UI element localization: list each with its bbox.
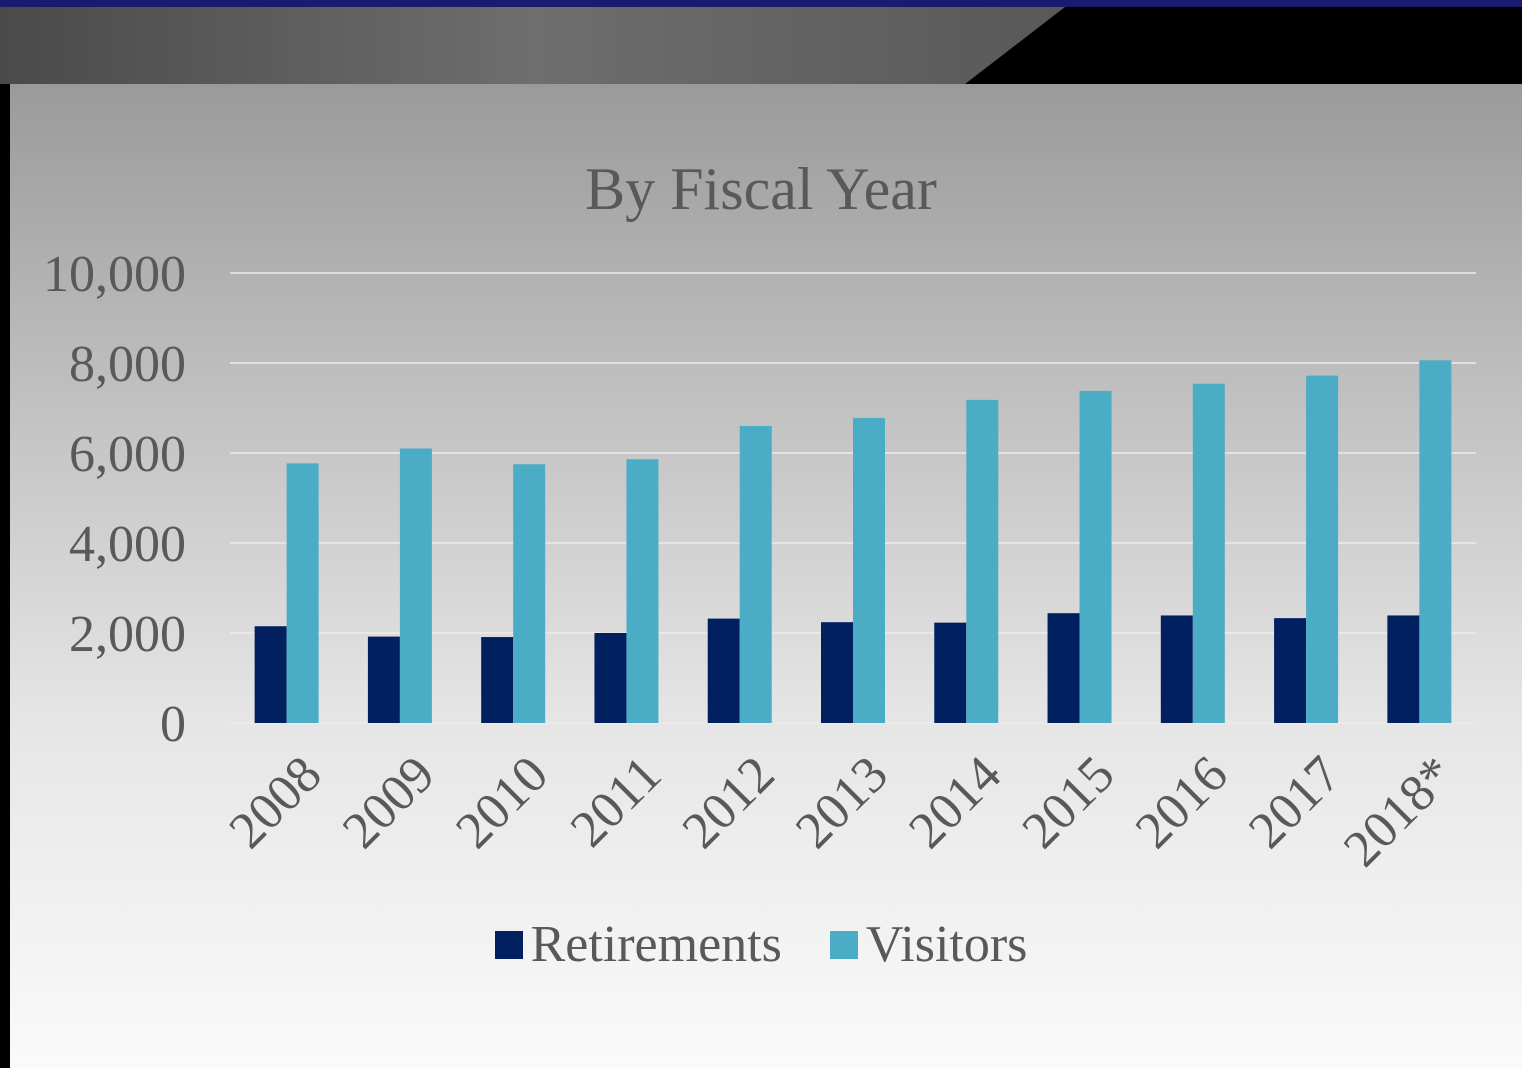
bar-retirements-2017 bbox=[1274, 618, 1307, 723]
bar-visitors-2018 bbox=[1419, 360, 1452, 723]
bar-visitors-2015 bbox=[1079, 390, 1112, 723]
y-tick-label: 2,000 bbox=[69, 606, 186, 663]
bar-retirements-2014 bbox=[934, 622, 967, 723]
x-tick-label: 2018* bbox=[1333, 746, 1465, 878]
y-tick-label: 4,000 bbox=[69, 516, 186, 573]
y-axis-ticks: 0 2,000 4,000 6,000 8,000 10,000 bbox=[43, 246, 186, 753]
bar-retirements-2008 bbox=[254, 626, 287, 723]
bars bbox=[254, 360, 1452, 723]
legend-item-retirements: Retirements bbox=[494, 915, 782, 974]
top-border bbox=[0, 0, 1522, 7]
bar-retirements-2012 bbox=[707, 618, 740, 723]
legend: Retirements Visitors bbox=[0, 915, 1522, 974]
y-tick-label: 0 bbox=[160, 696, 186, 753]
bar-visitors-2009 bbox=[399, 448, 432, 723]
bar-retirements-2010 bbox=[481, 637, 514, 723]
legend-label-visitors: Visitors bbox=[865, 916, 1028, 973]
x-tick-label: 2016 bbox=[1125, 746, 1239, 860]
x-axis-ticks: 2008 2009 2010 2011 2012 2013 2014 2015 2016 2017… bbox=[219, 746, 1466, 878]
bar-retirements-2015 bbox=[1047, 613, 1080, 723]
x-tick-label: 2015 bbox=[1012, 746, 1126, 860]
bar-visitors-2012 bbox=[739, 426, 772, 723]
legend-label-retirements: Retirements bbox=[530, 916, 782, 973]
legend-item-visitors: Visitors bbox=[829, 915, 1028, 974]
legend-swatch-retirements bbox=[494, 930, 523, 959]
chart-title: By Fiscal Year bbox=[585, 156, 937, 222]
bar-retirements-2013 bbox=[821, 622, 853, 723]
x-tick-label: 2017 bbox=[1238, 746, 1352, 860]
bar-visitors-2010 bbox=[513, 464, 546, 723]
bar-visitors-2017 bbox=[1306, 375, 1339, 723]
x-tick-label: 2011 bbox=[560, 746, 672, 858]
bar-visitors-2008 bbox=[286, 463, 319, 723]
x-tick-label: 2013 bbox=[785, 746, 899, 860]
x-tick-label: 2010 bbox=[445, 746, 559, 860]
bar-retirements-2018 bbox=[1387, 615, 1420, 723]
bar-visitors-2016 bbox=[1192, 383, 1225, 723]
y-tick-label: 6,000 bbox=[69, 426, 186, 483]
y-tick-label: 8,000 bbox=[69, 336, 186, 393]
x-tick-label: 2009 bbox=[332, 746, 446, 860]
y-tick-label: 10,000 bbox=[43, 246, 186, 303]
x-tick-label: 2012 bbox=[672, 746, 786, 860]
legend-swatch-visitors bbox=[829, 930, 858, 959]
bar-retirements-2011 bbox=[594, 633, 627, 723]
x-tick-label: 2008 bbox=[219, 746, 333, 860]
grey-band-shape bbox=[0, 7, 1065, 84]
bar-retirements-2009 bbox=[367, 636, 400, 723]
bar-visitors-2013 bbox=[853, 417, 885, 723]
x-tick-label: 2014 bbox=[898, 746, 1012, 860]
bar-visitors-2014 bbox=[966, 399, 999, 723]
bar-visitors-2011 bbox=[626, 459, 659, 723]
bar-retirements-2016 bbox=[1160, 615, 1193, 723]
